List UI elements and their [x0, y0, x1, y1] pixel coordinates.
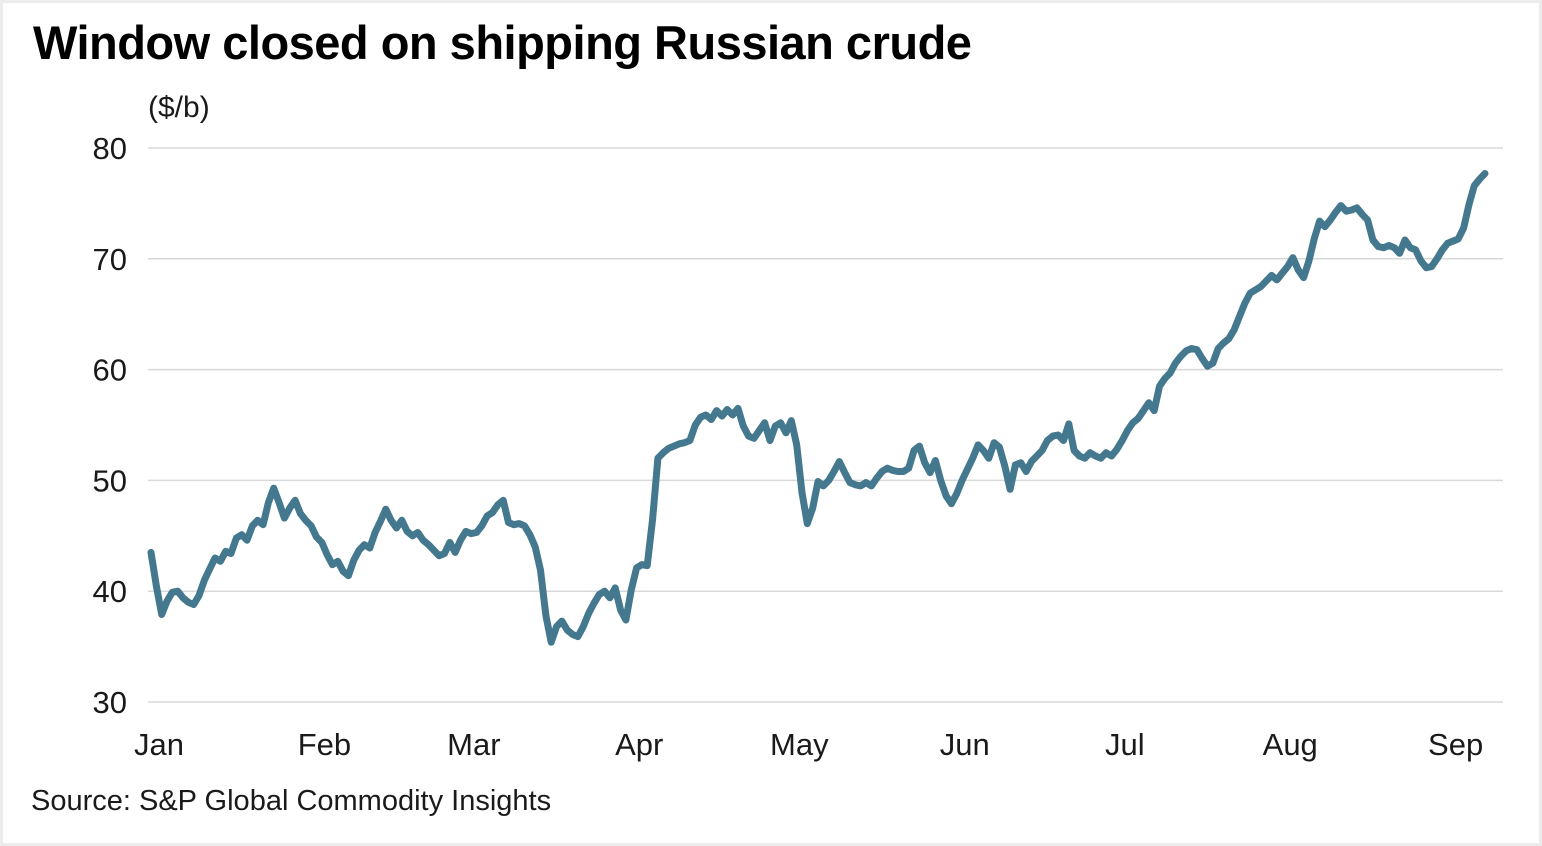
y-tick-label-70: 70 [93, 242, 127, 277]
x-tick-label-feb: Feb [298, 727, 351, 762]
y-tick-label-60: 60 [93, 353, 127, 388]
x-tick-label-sep: Sep [1428, 727, 1483, 762]
chart-title: Window closed on shipping Russian crude [33, 16, 972, 69]
x-tick-label-may: May [770, 727, 829, 762]
x-tick-label-apr: Apr [615, 727, 663, 762]
price-line-series [147, 170, 1489, 646]
x-tick-label-jul: Jul [1105, 727, 1145, 762]
x-tick-label-jan: Jan [134, 727, 184, 762]
x-tick-label-mar: Mar [447, 727, 500, 762]
x-tick-label-jun: Jun [940, 727, 990, 762]
source-credit: Source: S&P Global Commodity Insights [31, 785, 552, 817]
y-tick-label-30: 30 [93, 685, 127, 720]
y-axis-unit-label: ($/b) [148, 91, 210, 124]
x-tick-label-aug: Aug [1263, 727, 1318, 762]
y-tick-label-40: 40 [93, 574, 127, 609]
y-tick-label-50: 50 [93, 463, 127, 498]
y-tick-label-80: 80 [93, 131, 127, 166]
price-line-chart: 30 40 50 60 70 80 Jan Feb Mar Apr May Jun Jul Aug Sep [93, 131, 1503, 762]
